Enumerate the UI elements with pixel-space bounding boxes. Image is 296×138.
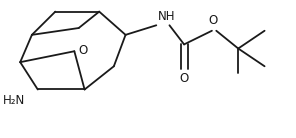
Text: O: O xyxy=(179,72,189,85)
Text: O: O xyxy=(79,44,88,57)
Text: H₂N: H₂N xyxy=(3,94,25,107)
Text: NH: NH xyxy=(158,10,175,22)
Text: O: O xyxy=(209,14,218,27)
